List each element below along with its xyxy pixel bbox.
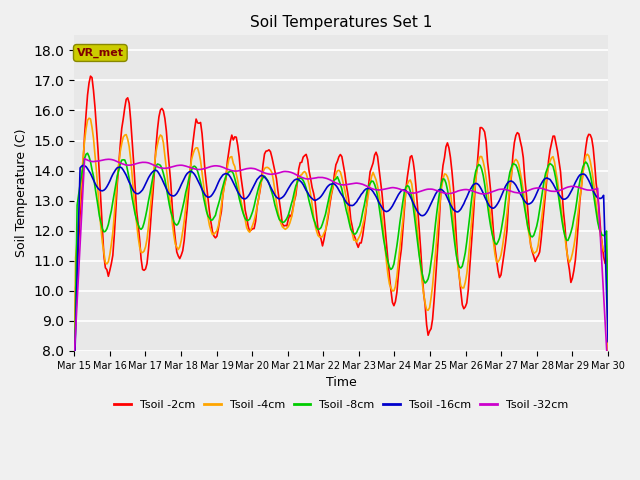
- Tsoil -32cm: [137, 160, 145, 166]
- Tsoil -2cm: [231, 134, 239, 140]
- Tsoil -2cm: [86, 73, 94, 79]
- Tsoil -16cm: [576, 172, 584, 178]
- Tsoil -2cm: [258, 176, 266, 182]
- Tsoil -4cm: [249, 222, 257, 228]
- Tsoil -4cm: [305, 182, 313, 188]
- Line: Tsoil -8cm: Tsoil -8cm: [74, 153, 608, 404]
- Tsoil -4cm: [258, 178, 266, 184]
- Tsoil -32cm: [70, 356, 78, 362]
- Legend: Tsoil -2cm, Tsoil -4cm, Tsoil -8cm, Tsoil -16cm, Tsoil -32cm: Tsoil -2cm, Tsoil -4cm, Tsoil -8cm, Tsoi…: [110, 396, 572, 415]
- X-axis label: Time: Time: [326, 376, 356, 389]
- Tsoil -16cm: [249, 185, 257, 191]
- Tsoil -16cm: [604, 339, 612, 345]
- Line: Tsoil -16cm: Tsoil -16cm: [74, 166, 608, 382]
- Tsoil -32cm: [81, 156, 88, 162]
- Tsoil -8cm: [137, 227, 145, 232]
- Tsoil -32cm: [231, 168, 239, 174]
- Line: Tsoil -32cm: Tsoil -32cm: [74, 159, 608, 375]
- Tsoil -16cm: [258, 172, 266, 178]
- Tsoil -16cm: [305, 192, 313, 198]
- Tsoil -2cm: [137, 256, 145, 262]
- Tsoil -2cm: [604, 256, 612, 262]
- Tsoil -8cm: [305, 198, 313, 204]
- Text: VR_met: VR_met: [77, 48, 124, 58]
- Tsoil -16cm: [231, 183, 239, 189]
- Tsoil -8cm: [258, 177, 266, 183]
- Tsoil -16cm: [137, 189, 145, 194]
- Tsoil -4cm: [70, 372, 78, 378]
- Tsoil -32cm: [604, 372, 612, 378]
- Tsoil -16cm: [70, 379, 78, 384]
- Tsoil -4cm: [137, 250, 145, 255]
- Tsoil -8cm: [604, 317, 612, 323]
- Tsoil -32cm: [576, 185, 584, 191]
- Tsoil -4cm: [231, 164, 239, 169]
- Tsoil -2cm: [576, 198, 584, 204]
- Tsoil -8cm: [576, 179, 584, 185]
- Tsoil -8cm: [249, 209, 257, 215]
- Tsoil -8cm: [231, 176, 239, 181]
- Line: Tsoil -2cm: Tsoil -2cm: [74, 76, 608, 442]
- Tsoil -2cm: [70, 439, 78, 444]
- Line: Tsoil -4cm: Tsoil -4cm: [74, 118, 608, 375]
- Tsoil -2cm: [249, 226, 257, 232]
- Tsoil -4cm: [604, 360, 612, 365]
- Tsoil -4cm: [576, 195, 584, 201]
- Tsoil -8cm: [70, 401, 78, 407]
- Tsoil -16cm: [79, 163, 87, 168]
- Tsoil -32cm: [305, 176, 313, 182]
- Tsoil -32cm: [258, 169, 266, 175]
- Tsoil -8cm: [84, 150, 92, 156]
- Tsoil -2cm: [305, 168, 313, 174]
- Title: Soil Temperatures Set 1: Soil Temperatures Set 1: [250, 15, 432, 30]
- Tsoil -4cm: [85, 115, 93, 121]
- Tsoil -32cm: [249, 166, 257, 171]
- Y-axis label: Soil Temperature (C): Soil Temperature (C): [15, 129, 28, 257]
